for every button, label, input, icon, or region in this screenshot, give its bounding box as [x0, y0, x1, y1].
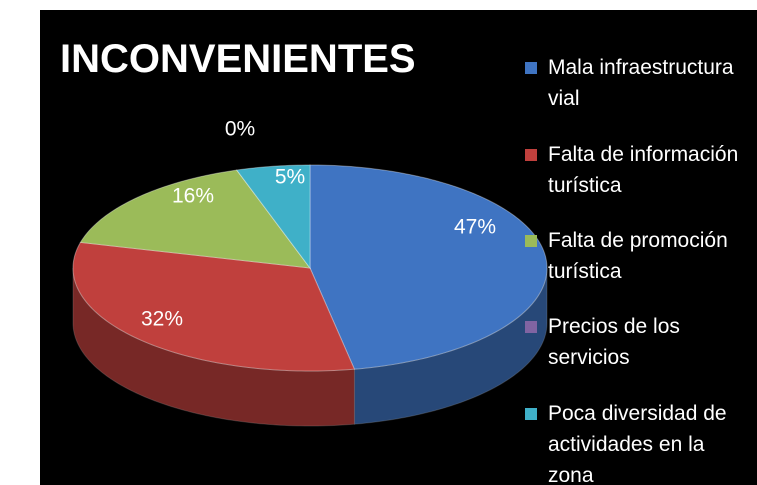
data-label: 47% [454, 216, 496, 239]
data-label: 16% [172, 185, 214, 208]
data-label: 0% [225, 118, 255, 141]
chart-title: INCONVENIENTES [60, 37, 416, 81]
data-label: 5% [275, 166, 305, 189]
pie-slice [72, 241, 356, 372]
data-label: 32% [141, 308, 183, 331]
legend-item: Precios de los servicios [525, 311, 755, 373]
pie-slice [235, 164, 311, 270]
pie-slice-side [72, 267, 355, 427]
legend-item: Mala infraestructura vial [525, 52, 755, 114]
legend-label: Poca diversidad de actividades en la zon… [548, 402, 727, 485]
legend-item: Falta de información turística [525, 139, 755, 201]
legend-item: Poca diversidad de actividades en la zon… [525, 398, 755, 485]
pie-slice [309, 164, 548, 370]
legend-swatch [525, 235, 537, 247]
legend-label: Falta de información turística [548, 143, 739, 197]
legend-label: Falta de promoción turística [548, 229, 728, 283]
pie-slice [79, 169, 312, 269]
legend-label: Precios de los servicios [548, 315, 680, 369]
legend-label: Mala infraestructura vial [548, 56, 734, 110]
legend-swatch [525, 408, 537, 420]
legend-item: Falta de promoción turística [525, 225, 755, 287]
legend-swatch [525, 321, 537, 333]
legend-swatch [525, 149, 537, 161]
legend-swatch [525, 62, 537, 74]
